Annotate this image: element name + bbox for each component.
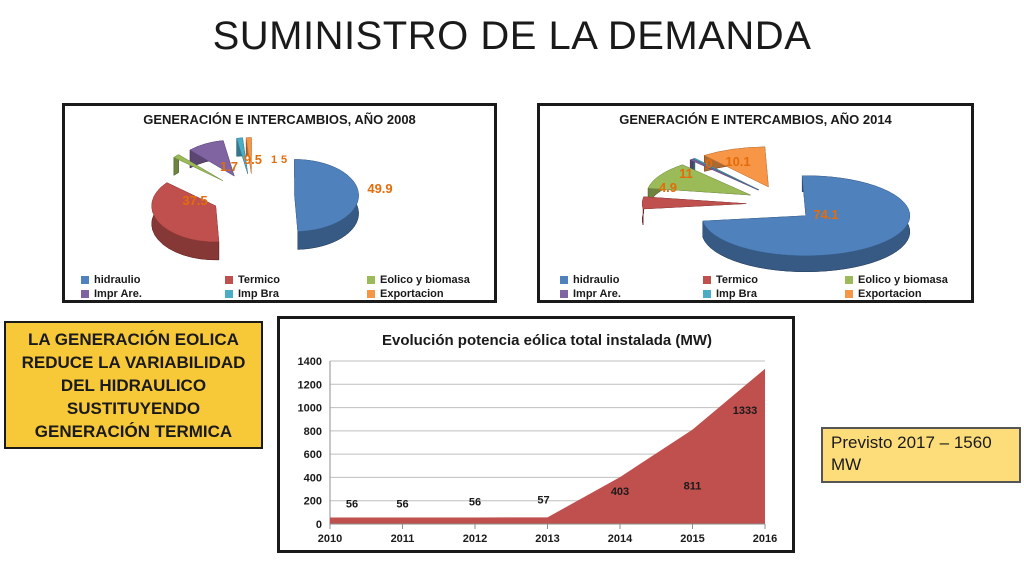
legend-item-exportacion: Exportacion xyxy=(845,288,922,300)
area-data-label: 56 xyxy=(396,498,408,510)
legend-label: Termico xyxy=(716,274,758,286)
area-data-label: 57 xyxy=(537,494,549,506)
legend-swatch xyxy=(367,290,375,298)
pie-label-exportacion: 10.1 xyxy=(725,154,750,169)
x-tick-label: 2015 xyxy=(680,533,704,545)
x-tick-label: 2013 xyxy=(535,533,559,545)
legend-label: Termico xyxy=(238,274,280,286)
legend-label: hidraulio xyxy=(94,274,141,286)
legend-swatch xyxy=(81,276,89,284)
pie-label-termico: 37.5 xyxy=(182,193,207,208)
y-tick-label: 400 xyxy=(304,472,322,484)
legend-item-imp-bra: Imp Bra xyxy=(703,288,757,300)
pie-slice-hidraulio xyxy=(294,159,359,250)
area-series xyxy=(330,368,765,524)
x-tick-label: 2012 xyxy=(463,533,487,545)
y-tick-label: 200 xyxy=(304,496,322,508)
wind-generation-callout: LA GENERACIÓN EOLICA REDUCE LA VARIABILI… xyxy=(4,321,263,449)
legend-label: Imp Bra xyxy=(238,288,279,300)
pie-chart-2008-legend: hidraulio Termico Eolico y biomasa Impr Are… xyxy=(65,106,494,300)
pie-label-impr-are: 9.5 xyxy=(244,152,262,167)
legend-swatch xyxy=(225,290,233,298)
area-data-label: 403 xyxy=(611,486,629,498)
pie-chart-2014-plot: 74.1 4.911 0 10.1 xyxy=(641,146,911,272)
legend-swatch xyxy=(845,276,853,284)
pie-slice-eolico-y-biomasa xyxy=(173,154,223,181)
legend-item-eolico-y-biomasa: Eolico y biomasa xyxy=(367,274,470,286)
y-tick-label: 1400 xyxy=(298,356,322,368)
pie-label-termico: 4.9 xyxy=(659,180,677,195)
pie-slice-exportacion xyxy=(703,146,769,188)
pie-slice-hidraulio xyxy=(702,175,911,272)
area-chart-title: Evolución potencia eólica total instalad… xyxy=(382,332,712,349)
legend-swatch xyxy=(560,276,568,284)
x-tick-label: 2010 xyxy=(318,533,342,545)
x-tick-label: 2011 xyxy=(391,533,415,545)
pie-slice-termico xyxy=(641,196,747,226)
area-data-label: 811 xyxy=(684,481,702,493)
legend-swatch xyxy=(845,290,853,298)
area-data-label: 56 xyxy=(469,496,481,508)
legend-swatch xyxy=(703,290,711,298)
legend-label: Eolico y biomasa xyxy=(380,274,470,286)
slide-title: SUMINISTRO DE LA DEMANDA xyxy=(212,14,812,58)
y-tick-label: 1000 xyxy=(298,403,322,415)
legend-item-termico: Termico xyxy=(703,274,758,286)
legend-swatch xyxy=(367,276,375,284)
legend-label: Impr Are. xyxy=(94,288,142,300)
y-tick-label: 0 xyxy=(316,519,322,531)
legend-item-impr-are: Impr Are. xyxy=(560,288,621,300)
legend-item-hidraulio: hidraulio xyxy=(81,274,140,286)
pie-label-hidraulio: 49.9 xyxy=(367,181,392,196)
legend-label: Exportacion xyxy=(380,288,444,300)
pie-chart-2008: GENERACIÓN E INTERCAMBIOS, AÑO 2008 49.9… xyxy=(62,103,497,303)
pie-chart-2014: GENERACIÓN E INTERCAMBIOS, AÑO 2014 74.1… xyxy=(537,103,974,303)
legend-label: Exportacion xyxy=(858,288,922,300)
legend-item-imp-bra: Imp Bra xyxy=(225,288,279,300)
pie-label-imp-bra: 1 xyxy=(271,154,277,166)
legend-swatch xyxy=(225,276,233,284)
y-tick-label: 600 xyxy=(304,449,322,461)
pie-slice-termico xyxy=(151,182,220,261)
legend-label: hidraulio xyxy=(573,274,620,286)
area-data-label: 1333 xyxy=(733,405,757,417)
legend-swatch xyxy=(81,290,89,298)
y-tick-label: 1200 xyxy=(298,379,322,391)
pie-chart-2008-title: GENERACIÓN E INTERCAMBIOS, AÑO 2008 xyxy=(143,112,416,127)
pie-slice-impr-are xyxy=(189,140,235,177)
legend-item-termico: Termico xyxy=(225,274,280,286)
legend-label: Imp Bra xyxy=(716,288,757,300)
legend-label: Impr Are. xyxy=(573,288,621,300)
pie-label-exportacion: 5 xyxy=(281,154,287,166)
wind-capacity-area-plot: Evolución potencia eólica total instalad… xyxy=(298,332,778,545)
y-tick-label: 800 xyxy=(304,426,322,438)
area-data-label: 56 xyxy=(346,498,358,510)
legend-label: Eolico y biomasa xyxy=(858,274,948,286)
pie-slice-exportacion xyxy=(245,137,252,174)
legend-item-eolico-y-biomasa: Eolico y biomasa xyxy=(845,274,948,286)
x-tick-label: 2016 xyxy=(753,533,777,545)
legend-item-hidraulio: hidraulio xyxy=(560,274,619,286)
legend-item-exportacion: Exportacion xyxy=(367,288,444,300)
pie-chart-2014-title: GENERACIÓN E INTERCAMBIOS, AÑO 2014 xyxy=(619,112,892,127)
pie-slice-imp-bra xyxy=(236,137,248,174)
legend-swatch xyxy=(560,290,568,298)
pie-label-hidraulio: 74.1 xyxy=(813,207,838,222)
legend-item-impr-are: Impr Are. xyxy=(81,288,142,300)
pie-slice-eolico-y-biomasa xyxy=(647,164,751,205)
wind-capacity-area-chart: Evolución potencia eólica total instalad… xyxy=(277,316,795,553)
pie-label-eolico-y-biomasa: 11 xyxy=(679,166,693,181)
pie-chart-2008-plot: 49.9 37.5 1.7 9.5 1 5 xyxy=(151,137,393,261)
pie-label-impr-are: 0 xyxy=(705,156,712,171)
legend-swatch xyxy=(703,276,711,284)
x-tick-label: 2014 xyxy=(608,533,633,545)
pie-chart-2014-legend: hidraulio Termico Eolico y biomasa Impr Are… xyxy=(540,106,971,300)
pie-label-eolico-y-biomasa: 1.7 xyxy=(220,159,238,174)
forecast-note: Previsto 2017 – 1560 MW xyxy=(821,427,1021,483)
